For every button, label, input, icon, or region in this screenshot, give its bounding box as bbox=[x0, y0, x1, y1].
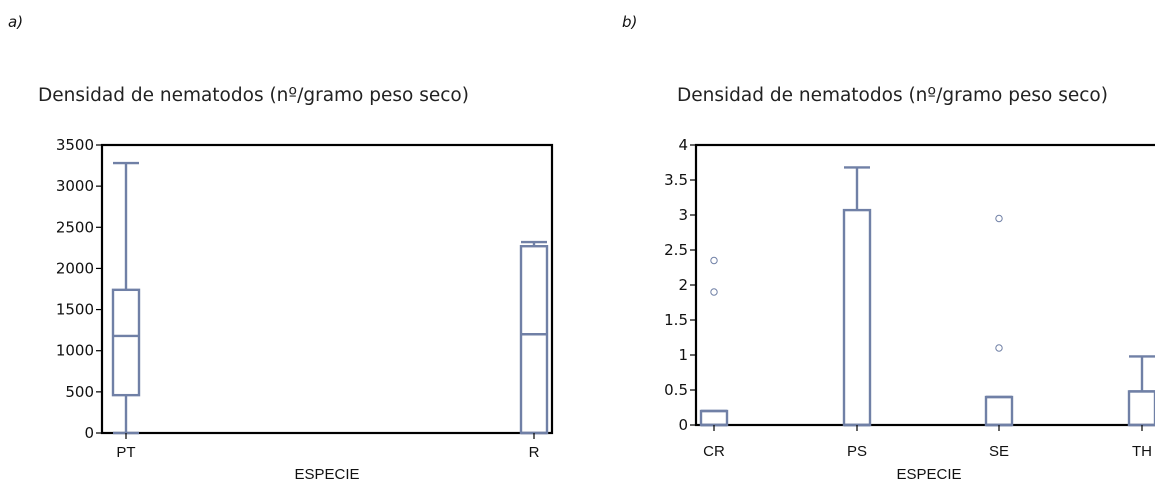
y-tick-label: 2.5 bbox=[664, 241, 688, 259]
outlier-point bbox=[995, 214, 1003, 223]
y-tick-label: 0 bbox=[678, 416, 688, 434]
outlier-point bbox=[710, 256, 718, 265]
y-tick-label: 1 bbox=[678, 346, 688, 364]
chart-a-x-axis-label: ESPECIE bbox=[294, 466, 359, 483]
chart-a-title: Densidad de nematodos (nº/gramo peso sec… bbox=[38, 85, 469, 106]
chart-b-title: Densidad de nematodos (nº/gramo peso sec… bbox=[677, 85, 1108, 106]
y-tick-label: 2500 bbox=[56, 218, 94, 236]
y-tick-label: 0.5 bbox=[664, 381, 688, 399]
y-tick-label: 3000 bbox=[56, 177, 94, 195]
box-ps bbox=[842, 208, 872, 427]
y-tick-label: 4 bbox=[678, 136, 688, 154]
y-tick-label: 0 bbox=[84, 424, 94, 442]
x-tick-label: PT bbox=[116, 444, 135, 461]
y-tick-label: 3500 bbox=[56, 136, 94, 154]
box-th bbox=[1127, 390, 1155, 427]
panel-label-b: b) bbox=[622, 13, 638, 31]
chart-b-x-axis-label: ESPECIE bbox=[896, 466, 961, 483]
y-tick-label: 1000 bbox=[56, 342, 94, 360]
boxplot-chart-b: Densidad de nematodos (nº/gramo peso sec… bbox=[664, 85, 1155, 483]
outlier-point bbox=[995, 344, 1003, 352]
box-se bbox=[984, 395, 1014, 427]
y-tick-label: 3 bbox=[678, 206, 688, 224]
box-cr bbox=[699, 409, 729, 427]
x-tick-label: CR bbox=[703, 443, 725, 460]
x-tick-label: PS bbox=[847, 443, 867, 460]
y-tick-label: 500 bbox=[65, 383, 94, 401]
boxplot-chart-a: Densidad de nematodos (nº/gramo peso sec… bbox=[38, 85, 554, 483]
y-tick-label: 3.5 bbox=[664, 171, 688, 189]
y-tick-label: 1.5 bbox=[664, 311, 688, 329]
box-pt bbox=[111, 288, 141, 397]
x-tick-label: TH bbox=[1132, 443, 1152, 460]
chart-b-frame bbox=[694, 143, 1155, 427]
y-tick-label: 2000 bbox=[56, 259, 94, 277]
y-tick-label: 1500 bbox=[56, 301, 94, 319]
box-r bbox=[519, 245, 549, 435]
y-tick-label: 2 bbox=[678, 276, 688, 294]
x-tick-label: R bbox=[529, 444, 540, 461]
outlier-point bbox=[710, 288, 718, 296]
panel-label-a: a) bbox=[8, 13, 24, 31]
x-tick-label: SE bbox=[989, 443, 1009, 460]
chart-a-frame bbox=[100, 143, 554, 435]
